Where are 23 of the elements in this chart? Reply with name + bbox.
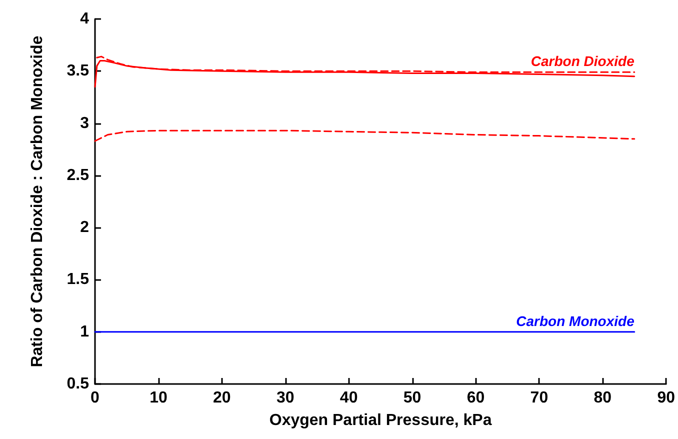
y-axis-title: Ratio of Carbon Dioxide : Carbon Monoxide	[29, 36, 46, 368]
y-tick-label: 3.5	[66, 62, 90, 80]
y-tick-label: 1.5	[66, 271, 90, 288]
y-tick-label: 2.5	[66, 166, 90, 184]
series-label: Carbon Monoxide	[516, 312, 635, 329]
y-tick-label: 3	[80, 114, 90, 132]
x-tick-label: 40	[340, 390, 358, 406]
y-tick-label: 0.5	[66, 376, 90, 392]
x-tick-label: 60	[466, 390, 485, 406]
x-tick-label: 10	[150, 390, 168, 406]
series-label: Carbon Dioxide	[530, 53, 635, 70]
y-tick-label: 2	[80, 219, 90, 236]
x-tick-label: 50	[403, 390, 422, 406]
x-tick-label: 80	[594, 390, 612, 406]
line-series	[94, 130, 636, 142]
y-tick-label: 4	[80, 10, 90, 28]
x-tick-label: 20	[213, 390, 231, 406]
x-axis-title: Oxygen Partial Pressure, kPa	[269, 412, 492, 429]
x-tick-label: 0	[90, 390, 100, 406]
x-tick-label: 70	[530, 390, 548, 406]
x-tick-label: 30	[276, 390, 294, 406]
x-tick-label: 90	[657, 390, 676, 406]
y-tick-label: 1	[80, 323, 90, 340]
